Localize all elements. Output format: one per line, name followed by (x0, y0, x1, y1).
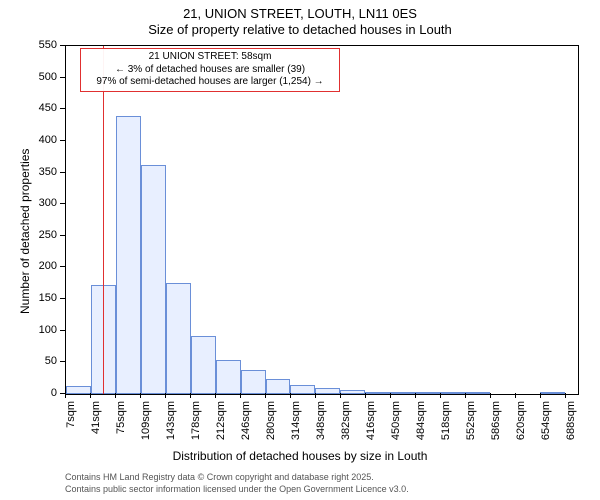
x-tick-label: 348sqm (315, 401, 327, 451)
x-tick-label: 109sqm (140, 401, 152, 451)
x-tick-mark (390, 393, 391, 398)
y-tick-mark (60, 266, 65, 267)
histogram-bar (166, 283, 191, 394)
x-tick-label: 314sqm (290, 401, 302, 451)
y-tick-label: 550 (39, 39, 57, 51)
x-tick-label: 586sqm (490, 401, 502, 451)
x-tick-mark (465, 393, 466, 398)
x-tick-mark (440, 393, 441, 398)
histogram-bar (266, 379, 291, 394)
x-tick-label: 41sqm (90, 401, 102, 451)
x-tick-label: 246sqm (240, 401, 252, 451)
x-tick-mark (490, 393, 491, 398)
histogram-bar (116, 116, 141, 394)
x-axis-label: Distribution of detached houses by size … (0, 449, 600, 463)
x-tick-mark (265, 393, 266, 398)
x-tick-label: 212sqm (215, 401, 227, 451)
x-tick-mark (115, 393, 116, 398)
x-tick-mark (240, 393, 241, 398)
x-tick-mark (515, 393, 516, 398)
chart-title-line1: 21, UNION STREET, LOUTH, LN11 0ES (0, 6, 600, 21)
x-tick-mark (140, 393, 141, 398)
x-tick-mark (65, 393, 66, 398)
x-tick-label: 178sqm (190, 401, 202, 451)
histogram-bar (191, 336, 216, 394)
y-tick-label: 200 (39, 260, 57, 272)
footer-line1: Contains HM Land Registry data © Crown c… (65, 472, 374, 482)
annotation-line1: 21 UNION STREET: 58sqm (85, 51, 335, 64)
histogram-bar (390, 392, 415, 394)
histogram-bar (216, 360, 241, 394)
plot-area (65, 45, 579, 395)
y-tick-label: 100 (39, 324, 57, 336)
y-tick-label: 350 (39, 166, 57, 178)
x-tick-mark (415, 393, 416, 398)
x-tick-mark (165, 393, 166, 398)
x-tick-label: 688sqm (565, 401, 577, 451)
x-tick-label: 552sqm (465, 401, 477, 451)
histogram-bar (440, 392, 465, 394)
y-tick-mark (60, 140, 65, 141)
footer-line2: Contains public sector information licen… (65, 484, 409, 494)
y-tick-mark (60, 235, 65, 236)
y-tick-label: 300 (39, 197, 57, 209)
y-tick-mark (60, 172, 65, 173)
x-tick-mark (290, 393, 291, 398)
histogram-bar (66, 386, 91, 394)
x-tick-label: 620sqm (515, 401, 527, 451)
x-tick-label: 7sqm (65, 401, 77, 451)
x-tick-label: 382sqm (340, 401, 352, 451)
histogram-bar (141, 165, 166, 394)
y-tick-label: 0 (51, 387, 57, 399)
x-tick-mark (90, 393, 91, 398)
x-tick-mark (365, 393, 366, 398)
y-axis-label: Number of detached properties (18, 149, 32, 314)
y-tick-mark (60, 298, 65, 299)
x-tick-mark (565, 393, 566, 398)
y-tick-mark (60, 203, 65, 204)
x-tick-label: 518sqm (440, 401, 452, 451)
x-tick-mark (190, 393, 191, 398)
annotation-line2: ← 3% of detached houses are smaller (39) (85, 64, 335, 77)
y-tick-label: 500 (39, 71, 57, 83)
y-tick-label: 150 (39, 292, 57, 304)
y-tick-label: 250 (39, 229, 57, 241)
y-tick-label: 50 (45, 355, 57, 367)
x-tick-label: 484sqm (415, 401, 427, 451)
histogram-bar (415, 392, 440, 394)
x-tick-label: 143sqm (165, 401, 177, 451)
annotation-box: 21 UNION STREET: 58sqm ← 3% of detached … (80, 48, 340, 92)
y-tick-label: 450 (39, 102, 57, 114)
annotation-line3: 97% of semi-detached houses are larger (… (85, 76, 335, 89)
x-tick-label: 654sqm (540, 401, 552, 451)
histogram-bar (241, 370, 266, 394)
x-tick-mark (215, 393, 216, 398)
x-tick-mark (315, 393, 316, 398)
chart-container: 21, UNION STREET, LOUTH, LN11 0ES Size o… (0, 0, 600, 500)
y-tick-label: 400 (39, 134, 57, 146)
x-tick-mark (540, 393, 541, 398)
x-tick-mark (340, 393, 341, 398)
x-tick-label: 450sqm (390, 401, 402, 451)
x-tick-label: 75sqm (115, 401, 127, 451)
y-tick-mark (60, 45, 65, 46)
y-tick-mark (60, 77, 65, 78)
histogram-bar (540, 392, 565, 394)
y-tick-mark (60, 108, 65, 109)
y-tick-mark (60, 330, 65, 331)
x-tick-label: 416sqm (365, 401, 377, 451)
histogram-bar (365, 392, 390, 394)
histogram-bar (340, 390, 365, 394)
chart-title-line2: Size of property relative to detached ho… (0, 22, 600, 37)
y-tick-mark (60, 361, 65, 362)
marker-line (103, 46, 104, 394)
histogram-bar (290, 385, 315, 394)
x-tick-label: 280sqm (265, 401, 277, 451)
histogram-bar (465, 392, 490, 394)
histogram-bar (315, 388, 340, 394)
